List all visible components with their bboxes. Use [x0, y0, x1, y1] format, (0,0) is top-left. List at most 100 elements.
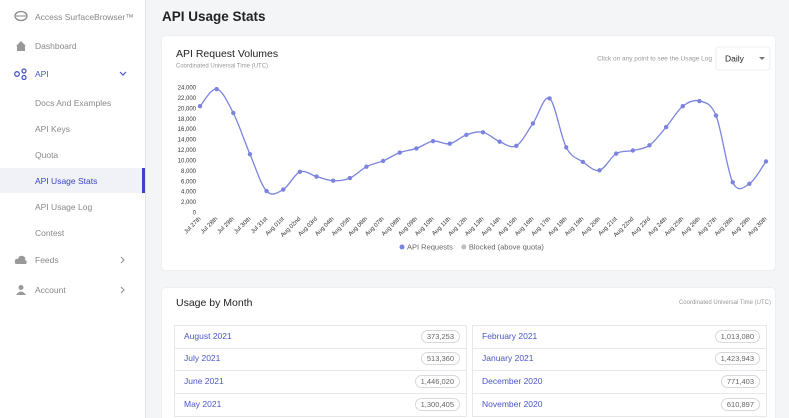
point [530, 121, 536, 126]
usage-row: February 2021 1,013,080 [472, 325, 767, 349]
month-link[interactable]: December 2020 [482, 376, 543, 386]
usage-value: 1,446,020 [414, 375, 460, 388]
select-value[interactable]: Daily [725, 53, 745, 63]
hint: Click on any point to see the Usage Log [597, 56, 712, 63]
point [414, 146, 419, 151]
point [231, 110, 236, 116]
point [480, 130, 486, 135]
nav-item[interactable]: API Keys [35, 124, 70, 134]
point [697, 98, 702, 104]
icon [16, 41, 26, 51]
point [497, 139, 502, 144]
point [580, 159, 586, 165]
usage-value: 1,423,943 [714, 352, 760, 365]
usage-timezone: Coordinated Universal Time (UTC) [678, 300, 771, 306]
point [747, 181, 752, 187]
usage-value: 1,013,080 [714, 330, 760, 343]
y-tick-label: 24,000 [178, 86, 197, 92]
usage-row: May 2021 1,300,405 [174, 394, 467, 417]
chevron [120, 256, 125, 264]
point [247, 151, 253, 157]
x-tick-label: Jul 28th [200, 216, 219, 235]
point [214, 86, 219, 92]
point [647, 143, 652, 148]
select-box[interactable] [715, 46, 771, 71]
y-tick-label: 8,000 [181, 169, 197, 175]
point [514, 143, 519, 149]
nav-item[interactable]: Docs And Examples [35, 98, 112, 108]
month-link[interactable]: June 2021 [184, 376, 224, 386]
point [663, 124, 669, 130]
month-link[interactable]: August 2021 [184, 331, 232, 341]
usage-row: August 2021 373,253 [174, 325, 467, 349]
x-tick-label: Jul 27th [183, 216, 202, 235]
active-bg [0, 168, 145, 193]
chevron [119, 71, 127, 76]
y-tick-label: 4,000 [181, 190, 197, 196]
point [763, 159, 769, 164]
point [380, 158, 386, 164]
y-tick-label: 20,000 [178, 106, 197, 112]
point [613, 151, 619, 156]
point [330, 178, 336, 183]
point [314, 174, 319, 179]
x-tick-label: Jul 29th [217, 216, 236, 235]
chart: API Request Volumes Coordinated Universa… [176, 46, 771, 251]
nav-item[interactable]: API [35, 69, 49, 79]
nav-item[interactable]: API Usage Stats [35, 176, 98, 186]
legend-label: API Requests [407, 242, 453, 251]
brand-icon [14, 10, 28, 22]
icon [14, 255, 27, 264]
usage-row: June 2021 1,446,020 [174, 371, 467, 394]
month-link[interactable]: February 2021 [482, 331, 538, 341]
nav-item[interactable]: Contest [35, 228, 65, 238]
month-link[interactable]: July 2021 [184, 353, 221, 363]
point [347, 175, 353, 181]
x-tick: Jul 29th [217, 216, 236, 235]
x-tick: Jul 28th [200, 216, 219, 235]
usage-row: December 2020 771,403 [472, 371, 767, 394]
point [430, 138, 436, 144]
point [730, 180, 735, 185]
usage-value: 1,300,405 [414, 398, 460, 411]
usage-row: November 2020 610,897 [472, 394, 767, 417]
y-tick-label: 0 [193, 211, 197, 217]
y-tick-label: 16,000 [178, 127, 197, 133]
legend-swatch [461, 244, 467, 250]
usage-row: July 2021 513,360 [174, 348, 467, 371]
point [680, 104, 685, 109]
nav-item[interactable]: Feeds [35, 255, 59, 265]
nav-item[interactable]: Account [35, 285, 66, 295]
point [364, 164, 369, 169]
y-tick-label: 2,000 [181, 200, 197, 206]
month-link[interactable]: November 2020 [482, 399, 543, 409]
chart-title: API Request Volumes [176, 48, 278, 60]
y-tick-label: 10,000 [178, 158, 197, 164]
point [630, 148, 636, 153]
month-link[interactable]: May 2021 [184, 399, 222, 409]
legend-swatch [399, 244, 405, 250]
nav-item[interactable]: API Usage Log [35, 202, 93, 212]
icon [14, 68, 27, 80]
y-tick-label: 12,000 [178, 148, 197, 154]
nav-item[interactable]: Quota [35, 150, 59, 160]
select-caret [759, 57, 765, 60]
usage-value: 610,897 [720, 398, 760, 411]
point [597, 168, 602, 173]
point [281, 187, 286, 192]
y-tick-label: 18,000 [178, 117, 197, 123]
legend-label: Blocked (above quota) [469, 242, 545, 251]
point [264, 188, 269, 194]
usage-row: January 2021 1,423,943 [472, 348, 767, 371]
usage-value: 373,253 [420, 330, 460, 343]
usage-title: Usage by Month [176, 297, 253, 309]
y-tick-label: 14,000 [178, 138, 197, 144]
point [397, 150, 402, 155]
page-title: API Usage Stats [162, 9, 266, 24]
brand: Access SurfaceBrowser™ [35, 12, 134, 22]
month-link[interactable]: January 2021 [482, 353, 534, 363]
point [197, 104, 203, 109]
nav-item[interactable]: Dashboard [35, 41, 77, 51]
x-tick: Jul 30th [233, 216, 252, 235]
